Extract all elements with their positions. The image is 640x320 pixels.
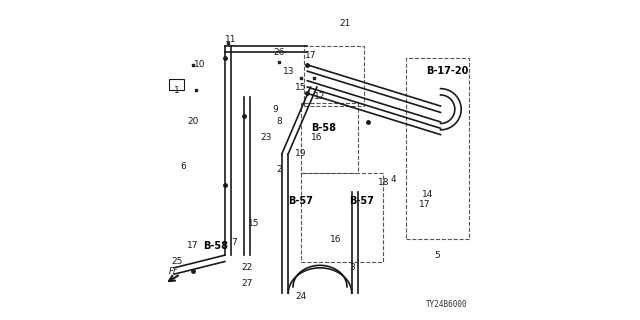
Text: B-17-20: B-17-20: [426, 66, 468, 76]
Text: Fr.: Fr.: [169, 267, 179, 276]
Text: 18: 18: [378, 178, 389, 187]
Text: B-58: B-58: [203, 241, 228, 251]
Text: 6: 6: [180, 162, 186, 171]
Text: 7: 7: [232, 238, 237, 247]
Text: 11: 11: [225, 35, 237, 44]
Text: 15: 15: [248, 219, 259, 228]
Bar: [301, 103, 358, 173]
Text: 20: 20: [188, 117, 199, 126]
Text: 14: 14: [422, 190, 433, 199]
Text: 24: 24: [295, 292, 307, 301]
Text: 26: 26: [273, 48, 284, 57]
Text: B-58: B-58: [310, 123, 335, 133]
Text: 27: 27: [241, 279, 253, 288]
Text: 17: 17: [419, 200, 431, 209]
Text: 17: 17: [305, 51, 316, 60]
Text: 17: 17: [188, 241, 199, 250]
Text: 8: 8: [276, 117, 282, 126]
Text: 9: 9: [273, 105, 278, 114]
Text: 21: 21: [340, 19, 351, 28]
Text: B-57: B-57: [289, 196, 314, 206]
Bar: [170, 79, 184, 90]
Text: 23: 23: [260, 133, 272, 142]
Bar: [304, 46, 364, 106]
Text: 22: 22: [241, 263, 253, 272]
Bar: [406, 59, 469, 239]
Text: 16: 16: [330, 235, 342, 244]
Text: 15: 15: [295, 83, 307, 92]
Text: 13: 13: [282, 67, 294, 76]
Text: 25: 25: [172, 257, 183, 266]
Text: 1: 1: [174, 86, 180, 95]
Text: 16: 16: [311, 133, 323, 142]
Text: 2: 2: [276, 165, 282, 174]
Text: B-57: B-57: [349, 196, 374, 206]
Text: 4: 4: [390, 174, 396, 184]
Text: TY24B6000: TY24B6000: [426, 300, 468, 309]
Bar: [301, 173, 383, 261]
Text: 5: 5: [435, 251, 440, 260]
Text: 19: 19: [295, 149, 307, 158]
Text: 12: 12: [314, 92, 326, 101]
Text: 3: 3: [349, 263, 355, 272]
Text: 10: 10: [194, 60, 205, 69]
